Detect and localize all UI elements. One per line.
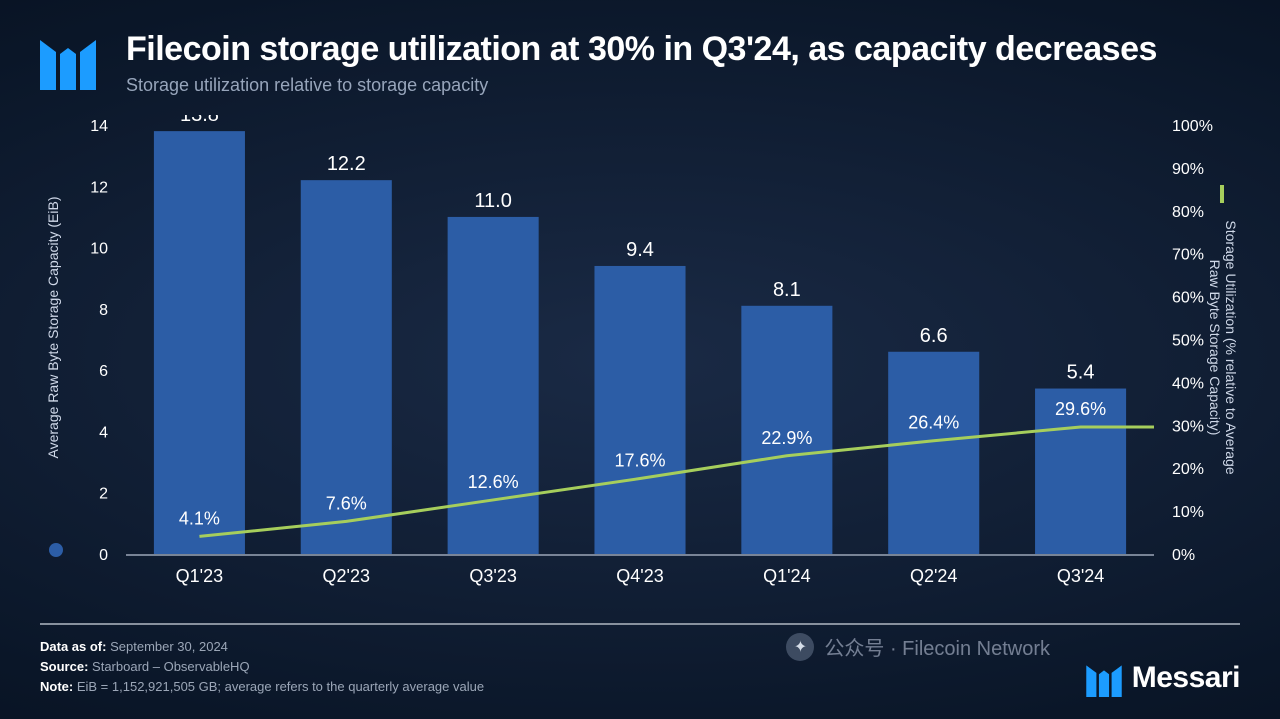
footer-divider: [40, 623, 1240, 625]
y-left-tick: 2: [99, 486, 108, 503]
bar-value-label: 9.4: [626, 239, 654, 261]
y-axis-right-label: Storage Utilization (% relative to Avera…: [1207, 220, 1239, 474]
note: Note: EiB = 1,152,921,505 GB; average re…: [40, 677, 1240, 697]
y-left-tick: 4: [99, 424, 108, 441]
y-axis-left-label: Average Raw Byte Storage Capacity (EiB): [45, 197, 61, 459]
y-right-tick: 60%: [1172, 290, 1204, 307]
chart-subtitle: Storage utilization relative to storage …: [126, 75, 1157, 96]
bar: [154, 131, 245, 554]
bar-value-label: 5.4: [1067, 362, 1095, 384]
bar: [594, 266, 685, 554]
line-value-label: 29.6%: [1055, 399, 1106, 419]
line-value-label: 4.1%: [179, 508, 220, 528]
messari-brand-icon: [1086, 659, 1122, 697]
chart-title: Filecoin storage utilization at 30% in Q…: [126, 30, 1157, 69]
category-label: Q1'23: [176, 566, 223, 586]
data-as-of: Data as of: September 30, 2024: [40, 637, 1240, 657]
messari-brand-text: Messari: [1132, 661, 1240, 695]
line-value-label: 7.6%: [326, 493, 367, 513]
y-right-tick: 40%: [1172, 375, 1204, 392]
y-right-tick: 20%: [1172, 461, 1204, 478]
y-right-tick: 100%: [1172, 118, 1213, 135]
y-right-tick: 90%: [1172, 161, 1204, 178]
category-label: Q3'23: [469, 566, 516, 586]
y-left-tick: 0: [99, 547, 108, 564]
line-value-label: 17.6%: [614, 450, 665, 470]
line-value-label: 26.4%: [908, 413, 959, 433]
category-label: Q2'24: [910, 566, 957, 586]
category-label: Q1'24: [763, 566, 810, 586]
y-right-tick: 50%: [1172, 333, 1204, 350]
category-label: Q4'23: [616, 566, 663, 586]
y-left-tick: 12: [90, 179, 108, 196]
legend-bar-dot: [49, 543, 63, 557]
y-left-tick: 8: [99, 302, 108, 319]
line-value-label: 12.6%: [468, 472, 519, 492]
messari-logo-icon: [40, 30, 96, 90]
y-left-tick: 6: [99, 363, 108, 380]
y-right-tick: 70%: [1172, 247, 1204, 264]
bar: [888, 352, 979, 554]
y-right-tick: 30%: [1172, 418, 1204, 435]
bar-value-label: 8.1: [773, 279, 801, 301]
y-right-tick: 0%: [1172, 547, 1195, 564]
bar-value-label: 12.2: [327, 153, 366, 175]
y-left-tick: 10: [90, 241, 108, 258]
y-right-tick: 10%: [1172, 504, 1204, 521]
chart: Average Raw Byte Storage Capacity (EiB) S…: [40, 115, 1240, 599]
bar-value-label: 11.0: [474, 190, 511, 212]
y-right-tick: 80%: [1172, 204, 1204, 221]
y-left-tick: 14: [90, 118, 108, 135]
category-label: Q3'24: [1057, 566, 1104, 586]
bar-value-label: 6.6: [920, 325, 948, 347]
source: Source: Starboard – ObservableHQ: [40, 657, 1240, 677]
line-value-label: 22.9%: [761, 428, 812, 448]
category-label: Q2'23: [323, 566, 370, 586]
bar-value-label: 13.8: [180, 115, 219, 126]
